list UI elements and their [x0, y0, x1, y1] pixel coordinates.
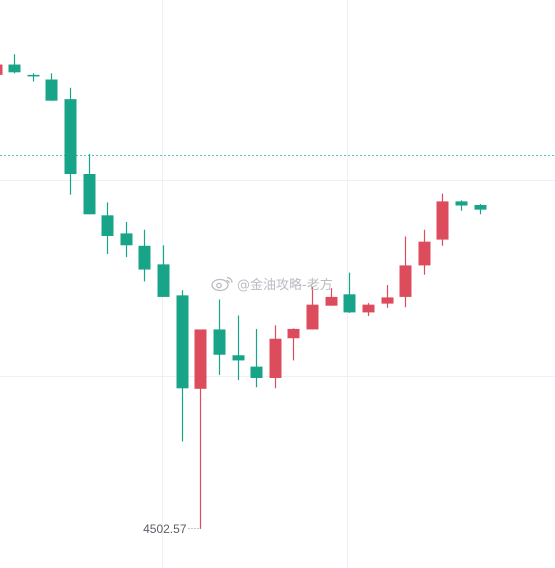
- candle: [343, 272, 356, 313]
- candle: [269, 325, 282, 389]
- candle: [325, 288, 338, 306]
- watermark-text: @金油攻略-老方: [237, 277, 333, 293]
- candle: [138, 229, 151, 282]
- candle: [45, 73, 58, 101]
- candle-body: [27, 74, 40, 77]
- candle-body: [157, 264, 170, 297]
- candle-body: [362, 304, 375, 313]
- candle-body: [325, 296, 338, 306]
- candle-body: [83, 174, 96, 215]
- candle: [8, 54, 21, 74]
- candle: [0, 64, 3, 75]
- candle: [436, 193, 449, 246]
- candle: [213, 299, 226, 375]
- candle: [232, 315, 245, 381]
- candle-body: [213, 329, 226, 355]
- watermark: @金油攻略-老方: [211, 276, 333, 293]
- candle-body: [381, 297, 394, 304]
- candle-body: [399, 265, 412, 297]
- candle: [418, 229, 431, 275]
- candle-body: [64, 99, 77, 175]
- candle-body: [138, 245, 151, 270]
- candle-body: [343, 294, 356, 313]
- candle-body: [436, 201, 449, 240]
- candle-body: [45, 79, 58, 101]
- candle-body: [120, 233, 133, 246]
- weibo-icon: [211, 276, 233, 292]
- candle-body: [101, 215, 114, 236]
- candle-body: [176, 295, 189, 389]
- candle: [27, 73, 40, 82]
- candle-body: [194, 329, 207, 389]
- candles-layer: [0, 54, 487, 529]
- candle: [64, 87, 77, 195]
- candle: [399, 236, 412, 308]
- candle-body: [232, 355, 245, 361]
- candle: [250, 328, 263, 388]
- low-price-label: 4502.57: [143, 522, 187, 536]
- candle: [287, 328, 300, 361]
- candle: [474, 203, 487, 215]
- candle: [176, 290, 189, 442]
- candle: [157, 245, 170, 297]
- annotation-layer: 4502.57: [143, 522, 200, 536]
- candle: [120, 222, 133, 258]
- candle: [306, 287, 319, 330]
- candle-body: [269, 338, 282, 378]
- candle-body: [306, 304, 319, 330]
- candle: [455, 200, 468, 211]
- candle: [194, 329, 207, 529]
- candle-body: [455, 201, 468, 206]
- candle: [381, 285, 394, 308]
- candle-body: [250, 366, 263, 378]
- candle: [101, 202, 114, 255]
- candle-body: [474, 204, 487, 210]
- candle: [83, 153, 96, 215]
- candle-body: [0, 64, 3, 75]
- candle-body: [287, 328, 300, 339]
- candle-body: [8, 64, 21, 73]
- candle: [362, 303, 375, 317]
- candle-body: [418, 241, 431, 266]
